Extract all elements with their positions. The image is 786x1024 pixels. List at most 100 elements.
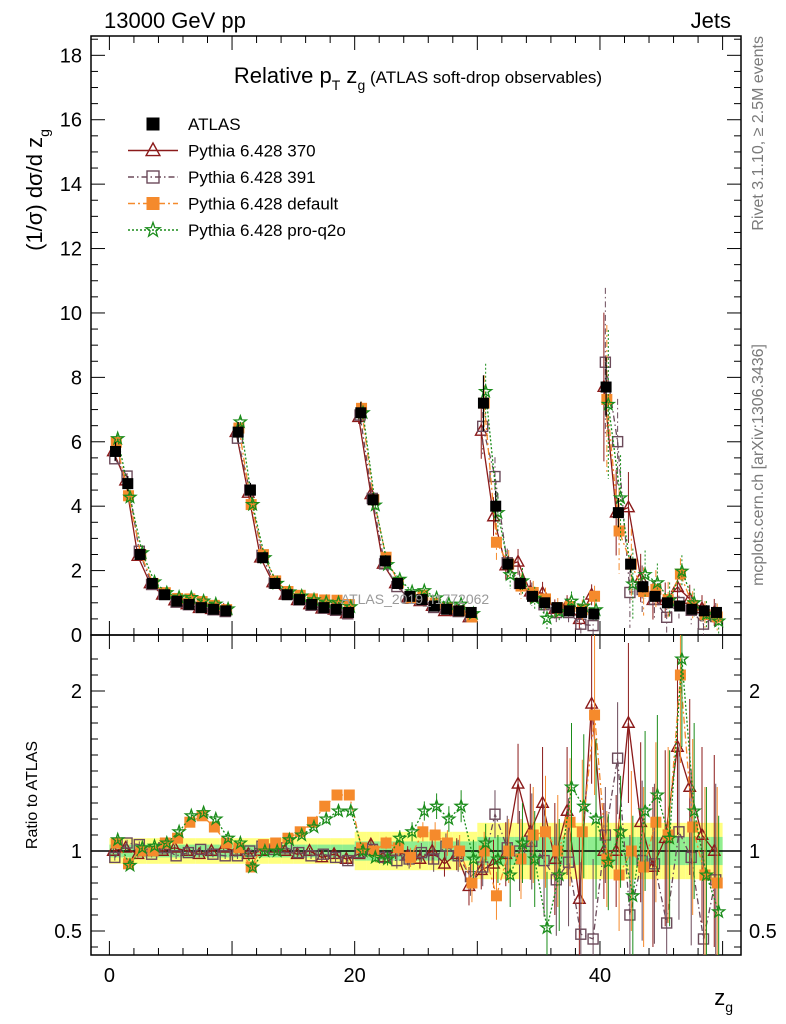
ratio-point xyxy=(219,850,231,862)
atlas-point xyxy=(551,602,563,614)
ratio-point xyxy=(441,810,457,826)
atlas-point xyxy=(171,595,183,607)
ratio-point xyxy=(526,850,543,866)
atlas-point xyxy=(416,594,428,606)
ratio-point xyxy=(342,854,354,867)
ratio-point xyxy=(710,903,727,919)
atlas-point xyxy=(514,577,526,589)
main-point xyxy=(244,496,261,512)
y-axis-label-main: (1/σ) dσ/d z xyxy=(22,137,47,251)
ratio-point xyxy=(257,842,273,858)
atlas-point xyxy=(453,605,465,617)
atlas-point xyxy=(686,603,698,615)
main-point xyxy=(587,619,599,632)
main-point xyxy=(490,536,502,548)
title-part-b: z xyxy=(340,63,357,88)
ratio-point xyxy=(621,715,636,728)
legend-marker xyxy=(146,117,160,131)
main-point xyxy=(539,610,555,625)
atlas-point xyxy=(110,445,122,457)
y-tick-label: 2 xyxy=(71,561,82,583)
main-line-3 xyxy=(239,421,352,608)
ratio-point xyxy=(243,845,256,857)
ratio-point xyxy=(660,917,673,929)
ratio-point xyxy=(551,866,568,882)
ratio-point xyxy=(638,861,650,873)
ratio-point xyxy=(552,845,564,857)
atlas-point xyxy=(576,606,588,618)
ratio-tick-label-right: 0.5 xyxy=(749,921,777,943)
atlas-point xyxy=(281,589,293,601)
main-point xyxy=(489,470,501,483)
legend-marker xyxy=(146,197,160,210)
ratio-point xyxy=(269,842,285,858)
x-axis-label: zg xyxy=(714,985,733,1015)
legend-label: Pythia 6.428 pro-q2o xyxy=(188,221,346,240)
main-point xyxy=(600,396,617,411)
atlas-point xyxy=(527,590,539,602)
ratio-point xyxy=(697,933,710,945)
main-point xyxy=(232,413,249,429)
ratio-point xyxy=(417,826,429,838)
ratio-point xyxy=(367,849,384,865)
legend-label: Pythia 6.428 391 xyxy=(188,168,316,187)
ratio-point xyxy=(686,802,702,818)
x-axis-label-main: z xyxy=(714,985,725,1010)
ratio-point xyxy=(207,848,219,860)
main-plot-series xyxy=(106,287,727,635)
main-point xyxy=(575,618,587,630)
atlas-point xyxy=(159,589,171,601)
mcplots-label: mcplots.cern.ch [arXiv:1306.3436] xyxy=(750,344,767,586)
ratio-tick-label-right: 2 xyxy=(749,681,760,703)
atlas-point xyxy=(637,581,649,593)
ratio-point xyxy=(673,826,685,838)
ratio-point xyxy=(490,890,502,902)
main-point xyxy=(601,393,613,405)
atlas-point xyxy=(539,597,551,609)
analysis-watermark: ATLAS_2019_I1772062 xyxy=(341,591,490,607)
ratio-point xyxy=(649,786,666,802)
y-tick-label: 16 xyxy=(60,110,82,132)
title-part-a: Relative p xyxy=(234,63,332,88)
atlas-point xyxy=(600,381,612,393)
ratio-point xyxy=(428,798,445,813)
ratio-point xyxy=(562,856,575,868)
ratio-point xyxy=(587,933,599,945)
x-axis-label-sub: g xyxy=(725,999,733,1015)
atlas-point xyxy=(343,606,355,618)
ratio-point xyxy=(109,851,121,864)
ratio-point xyxy=(270,837,282,849)
atlas-point xyxy=(355,407,367,419)
atlas-point xyxy=(183,598,195,610)
ratio-point xyxy=(392,842,404,854)
ratio-point xyxy=(302,843,317,856)
main-point xyxy=(613,525,625,537)
ratio-point xyxy=(625,845,637,857)
y-tick-label: 8 xyxy=(71,367,82,389)
main-point xyxy=(563,592,580,608)
main-point xyxy=(612,489,629,505)
title-part-c: (ATLAS soft-drop observables) xyxy=(365,68,602,87)
ratio-point xyxy=(575,928,587,940)
main-line-3 xyxy=(362,412,474,615)
ratio-point xyxy=(342,802,359,818)
ratio-tick-label: 2 xyxy=(71,681,82,703)
ratio-point xyxy=(674,650,690,666)
atlas-point xyxy=(269,577,281,589)
ratio-point xyxy=(576,826,588,838)
main-point xyxy=(621,499,636,513)
ratio-point xyxy=(404,823,420,839)
atlas-point xyxy=(502,558,514,570)
main-point xyxy=(477,383,494,399)
ratio-point xyxy=(687,821,699,833)
main-point xyxy=(122,489,138,504)
ratio-point xyxy=(441,837,453,849)
atlas-point xyxy=(698,605,710,617)
atlas-point xyxy=(220,605,232,617)
ratio-point xyxy=(392,830,408,845)
ratio-point xyxy=(465,850,482,866)
ratio-point xyxy=(527,829,539,841)
ratio-point xyxy=(477,834,494,850)
legend-marker xyxy=(144,220,162,238)
ratio-point xyxy=(453,798,469,813)
